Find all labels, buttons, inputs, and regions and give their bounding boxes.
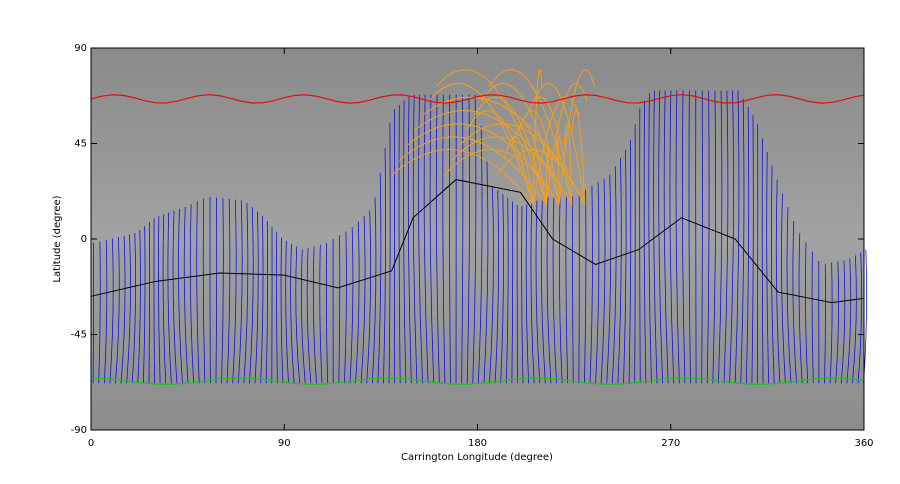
y-tick-label: -45 xyxy=(71,330,87,341)
y-tick-label: -90 xyxy=(71,425,87,436)
y-tick-label: 45 xyxy=(74,139,87,150)
y-axis-label: Latitude (degree) xyxy=(52,195,63,282)
x-tick-label: 270 xyxy=(661,438,680,449)
x-tick-label: 90 xyxy=(278,438,291,449)
y-tick-label: 0 xyxy=(81,234,87,245)
magnetogram xyxy=(91,48,864,430)
x-tick-label: 0 xyxy=(88,438,94,449)
x-tick-label: 180 xyxy=(468,438,487,449)
y-tick-label: 90 xyxy=(74,43,87,54)
x-tick-label: 360 xyxy=(854,438,873,449)
x-axis-label: Carrington Longitude (degree) xyxy=(401,452,553,463)
